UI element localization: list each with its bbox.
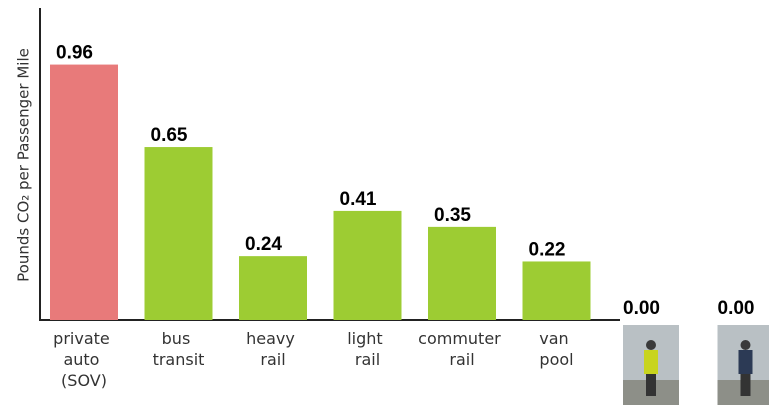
photo — [623, 325, 679, 405]
value-label: 0.65 — [151, 125, 188, 146]
bar — [239, 256, 307, 320]
x-tick-label: heavy rail — [246, 329, 300, 369]
x-tick-label: commuter rail — [418, 329, 506, 369]
bar — [428, 227, 496, 320]
value-label: 0.41 — [340, 189, 377, 210]
figure-head — [646, 340, 656, 350]
value-label: 0.22 — [529, 239, 566, 260]
bar — [334, 211, 402, 320]
y-axis-label: Pounds CO₂ per Passenger Mile — [15, 48, 33, 282]
bar — [523, 261, 591, 320]
bar — [145, 147, 213, 320]
x-tick-label: private auto (SOV) — [53, 329, 115, 390]
x-tick-label: light rail — [347, 329, 388, 369]
value-label: 0.35 — [434, 205, 471, 226]
figure-body — [739, 350, 753, 374]
bar — [50, 65, 118, 320]
x-tick-label: van pool — [539, 329, 574, 369]
photo — [718, 325, 769, 405]
figure-legs — [646, 374, 656, 396]
figure-legs — [741, 374, 751, 396]
value-label: 0.24 — [245, 234, 282, 255]
value-label: 0.00 — [718, 298, 755, 319]
value-label: 0.96 — [56, 43, 93, 64]
x-tick-label: bus transit — [153, 329, 205, 369]
chart: Pounds CO₂ per Passenger Mile 0.96 privat… — [0, 0, 769, 406]
figure-head — [741, 340, 751, 350]
value-label: 0.00 — [623, 298, 660, 319]
figure-body — [644, 350, 658, 374]
